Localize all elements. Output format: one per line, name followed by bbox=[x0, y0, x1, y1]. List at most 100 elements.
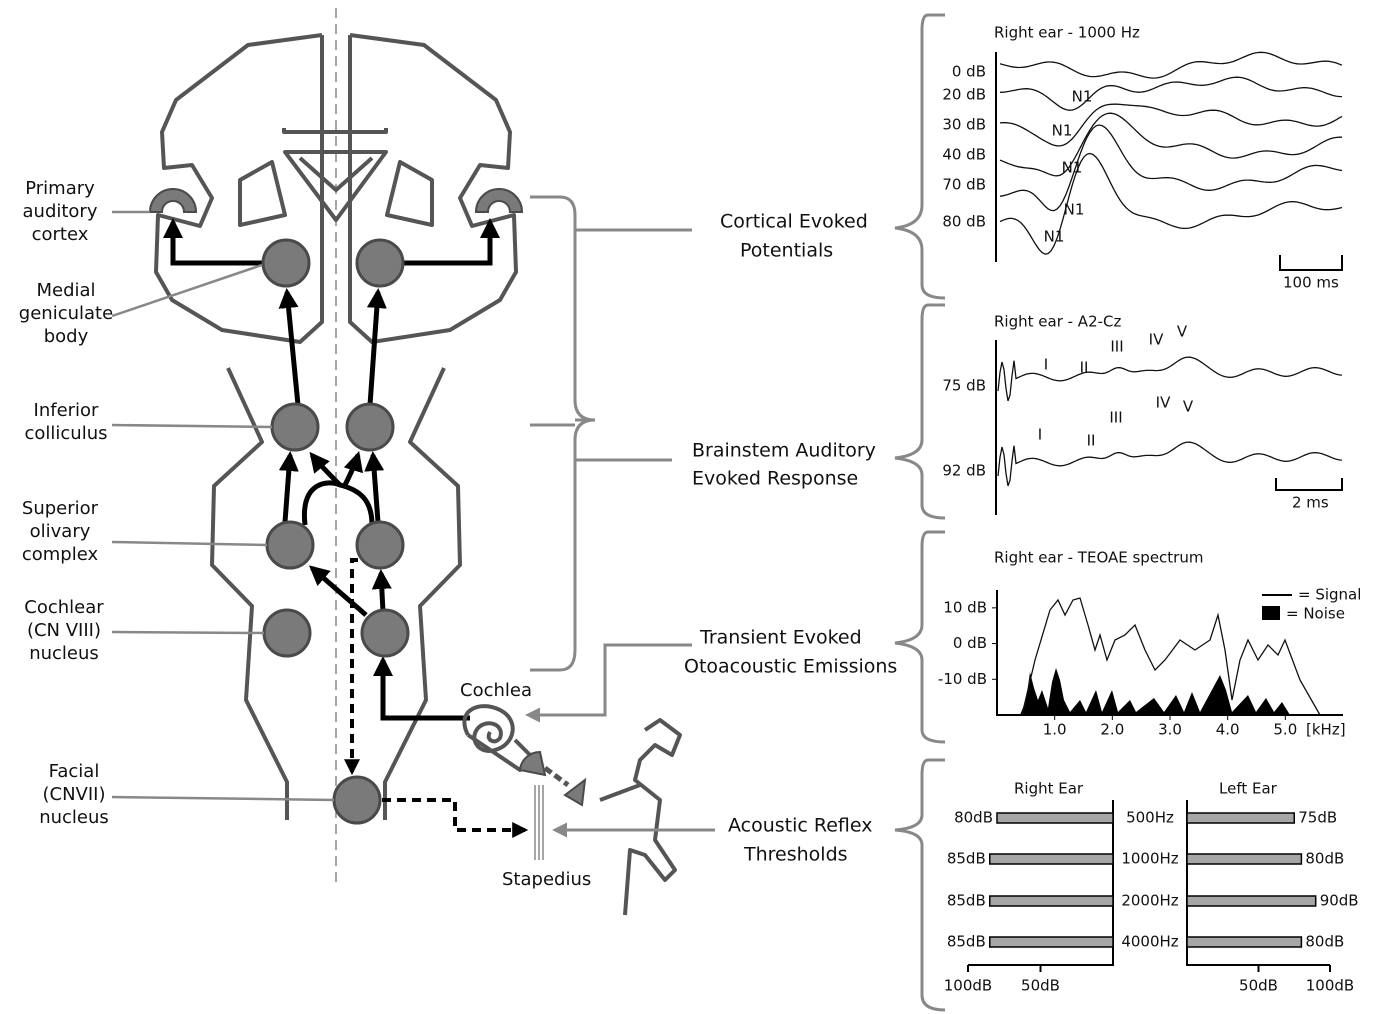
peak-label: N1 bbox=[1052, 122, 1073, 140]
panel-braces bbox=[895, 15, 945, 1010]
structure-label: olivary bbox=[30, 521, 91, 542]
structure-label: Medial bbox=[36, 280, 95, 301]
x-tick-label: 100dB bbox=[1306, 977, 1354, 995]
trace-label: 40 dB bbox=[942, 146, 986, 164]
labels: Cortical Evoked Potentials Brainstem Aud… bbox=[460, 24, 1361, 891]
structure-label: complex bbox=[22, 544, 99, 565]
peak-label: IV bbox=[1156, 394, 1171, 412]
y-tick-label: 0 dB bbox=[953, 634, 987, 652]
waveform bbox=[1000, 52, 1342, 78]
trace-label: 20 dB bbox=[942, 86, 986, 104]
trace-label: 70 dB bbox=[942, 176, 986, 194]
peak-label: N1 bbox=[1062, 159, 1083, 177]
y-tick-label: 10 dB bbox=[943, 598, 987, 616]
test-label: Potentials bbox=[740, 240, 833, 262]
bar bbox=[1187, 937, 1301, 947]
bar bbox=[1187, 854, 1301, 864]
structure-label: Facial bbox=[49, 761, 100, 782]
x-tick-label: 1.0 bbox=[1043, 721, 1067, 739]
test-label: Thresholds bbox=[743, 844, 848, 866]
bar bbox=[1187, 896, 1316, 906]
structure-label: (CNVII) bbox=[42, 784, 105, 805]
peak-label: V bbox=[1177, 323, 1188, 341]
frequency-label: 4000Hz bbox=[1121, 933, 1178, 951]
trace-label: 75 dB bbox=[942, 377, 986, 395]
test-label: Brainstem Auditory bbox=[692, 440, 876, 462]
structure-label: body bbox=[44, 326, 89, 347]
teoae-curves bbox=[1020, 595, 1320, 715]
frequency-label: 2000Hz bbox=[1121, 892, 1178, 910]
structure-label: Primary bbox=[25, 178, 95, 199]
panel-title: Right ear - A2-Cz bbox=[994, 313, 1121, 331]
structure-label: Superior bbox=[22, 498, 99, 519]
value-label: 80dB bbox=[1305, 933, 1344, 951]
structure-label: nucleus bbox=[29, 643, 99, 664]
value-label: 75dB bbox=[1298, 809, 1337, 827]
scale-label: 2 ms bbox=[1292, 494, 1329, 512]
value-label: 85dB bbox=[947, 892, 986, 910]
peak-label: V bbox=[1183, 398, 1194, 416]
cochlea-label: Cochlea bbox=[460, 680, 532, 701]
test-label: Evoked Response bbox=[692, 468, 858, 490]
x-axis-label: [kHz] bbox=[1306, 721, 1346, 739]
peak-label: III bbox=[1109, 409, 1122, 427]
structure-label: (CN VIII) bbox=[27, 620, 101, 641]
connector bbox=[112, 632, 264, 633]
structure-label: auditory bbox=[23, 201, 98, 222]
structure-label: nucleus bbox=[39, 807, 109, 828]
test-label: Otoacoustic Emissions bbox=[684, 656, 897, 678]
x-tick-label: 5.0 bbox=[1273, 721, 1297, 739]
value-label: 85dB bbox=[947, 850, 986, 868]
x-tick-label: 3.0 bbox=[1158, 721, 1182, 739]
panel-title: Right ear - TEOAE spectrum bbox=[994, 549, 1203, 567]
legend-label: = Noise bbox=[1286, 605, 1345, 623]
trace-label: 30 dB bbox=[942, 116, 986, 134]
test-label: Cortical Evoked bbox=[720, 211, 868, 233]
trace-label: 80 dB bbox=[942, 213, 986, 231]
trace-label: 92 dB bbox=[942, 462, 986, 480]
waveform bbox=[1000, 77, 1342, 110]
bar bbox=[990, 896, 1113, 906]
peak-label: II bbox=[1087, 432, 1096, 450]
x-tick-label: 4.0 bbox=[1216, 721, 1240, 739]
x-tick-label: 100dB bbox=[944, 977, 992, 995]
structure-label: Cochlear bbox=[24, 597, 104, 618]
value-label: 85dB bbox=[947, 933, 986, 951]
structure-label: Inferior bbox=[34, 400, 100, 421]
panel-title: Left Ear bbox=[1219, 780, 1278, 798]
brace bbox=[528, 197, 715, 830]
stapedius-label: Stapedius bbox=[502, 869, 591, 890]
structure-label: cortex bbox=[32, 224, 89, 245]
diagram: Cortical Evoked Potentials Brainstem Aud… bbox=[0, 0, 1381, 1014]
bar bbox=[1187, 813, 1294, 823]
value-label: 80dB bbox=[954, 809, 993, 827]
peak-label: I bbox=[1044, 356, 1048, 374]
x-tick-label: 50dB bbox=[1239, 977, 1278, 995]
structure-label: colliculus bbox=[24, 423, 107, 444]
waveform bbox=[998, 442, 1342, 486]
value-label: 80dB bbox=[1305, 850, 1344, 868]
scale-label: 100 ms bbox=[1283, 274, 1339, 292]
structure-label: geniculate bbox=[19, 303, 113, 324]
peak-label: I bbox=[1038, 426, 1042, 444]
x-tick-label: 2.0 bbox=[1100, 721, 1124, 739]
frequency-label: 1000Hz bbox=[1121, 850, 1178, 868]
peak-label: N1 bbox=[1064, 201, 1085, 219]
brain-outline bbox=[150, 8, 522, 885]
trace-label: 0 dB bbox=[952, 63, 986, 81]
peak-label: IV bbox=[1149, 331, 1164, 349]
legend-label: = Signal bbox=[1298, 586, 1361, 604]
peak-label: N1 bbox=[1072, 88, 1093, 106]
y-tick-label: -10 dB bbox=[938, 670, 987, 688]
value-label: 90dB bbox=[1320, 892, 1359, 910]
peak-label: II bbox=[1080, 359, 1089, 377]
panel-title: Right Ear bbox=[1014, 780, 1084, 798]
bar bbox=[997, 813, 1113, 823]
test-label: Transient Evoked bbox=[699, 627, 862, 649]
frequency-label: 500Hz bbox=[1126, 809, 1174, 827]
peak-label: N1 bbox=[1044, 228, 1065, 246]
connector bbox=[112, 797, 334, 800]
connector bbox=[112, 425, 272, 427]
test-label: Acoustic Reflex bbox=[728, 815, 873, 837]
bar bbox=[990, 854, 1113, 864]
